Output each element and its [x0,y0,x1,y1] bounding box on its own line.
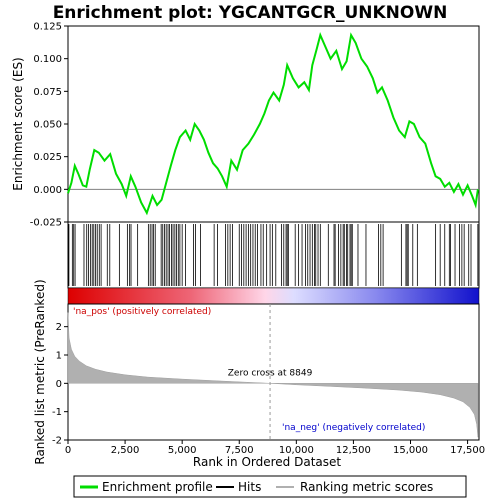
metric-panel-frame [67,303,480,441]
metric-y-tick-label-0: -2 [52,436,62,447]
x-tick-label-1: 2,500 [111,445,140,456]
x-tick-label-0: 0 [65,445,71,456]
metric-panel: Zero cross at 8849 'na_pos' (positively … [33,279,480,465]
rank-color-bar [67,287,480,305]
pos-correlated-label: 'na_pos' (positively correlated) [73,307,211,317]
chart-title: Enrichment plot: YGCANTGCR_UNKNOWN [53,3,448,23]
x-tick-label-2: 5,000 [168,445,197,456]
es-y-tick-label-4: 0.075 [33,87,62,98]
enrichment-profile-line [67,32,479,216]
hits-panel-frame [67,221,480,289]
legend-metric-label: Ranking metric scores [300,480,433,494]
es-panel: -0.025 0.000 0.025 0.050 0.075 0.100 0.125 Enr… [11,22,480,229]
metric-y-tick-label-1: -1 [52,407,62,418]
es-y-tick-label-3: 0.050 [33,120,62,131]
x-tick-label-4: 10,000 [279,445,314,456]
metric-y-tick-label-2: 0 [56,379,62,390]
x-tick-label-3: 7,500 [225,445,254,456]
es-y-tick-label-5: 0.100 [33,54,62,65]
metric-y-tick-label-4: 2 [56,322,62,333]
es-y-tick-label-2: 0.025 [33,152,62,163]
metric-y-ticks: -2 -1 0 1 2 [52,322,68,447]
x-tick-label-7: 17,500 [450,445,485,456]
metric-y-tick-label-3: 1 [56,351,62,362]
es-y-tick-label-1: 0.000 [33,185,62,196]
x-tick-label-6: 15,000 [393,445,428,456]
es-y-tick-label-6: 0.125 [33,22,62,33]
x-tick-label-5: 12,500 [336,445,371,456]
x-ticks: 0 2,500 5,000 7,500 10,000 12,500 15,000 17,500 [65,440,485,456]
zero-cross-label: Zero cross at 8849 [228,368,313,378]
legend: Enrichment profile Hits Ranking metric s… [73,475,467,498]
es-panel-frame [67,25,480,223]
es-y-ticks: -0.025 0.000 0.025 0.050 0.075 0.100 0.125 [30,22,68,229]
hits-panel [67,221,480,289]
x-axis-label: Rank in Ordered Dataset [193,455,341,469]
neg-correlated-label: 'na_neg' (negatively correlated) [282,423,425,433]
legend-enrichment-label: Enrichment profile [102,480,213,494]
hit-marks [68,224,479,286]
metric-y-axis-label: Ranked list metric (PreRanked) [33,279,47,464]
legend-hits-label: Hits [238,480,261,494]
legend-frame [73,475,467,498]
es-y-axis-label: Enrichment score (ES) [11,57,25,190]
es-y-tick-label-0: -0.025 [30,218,62,229]
